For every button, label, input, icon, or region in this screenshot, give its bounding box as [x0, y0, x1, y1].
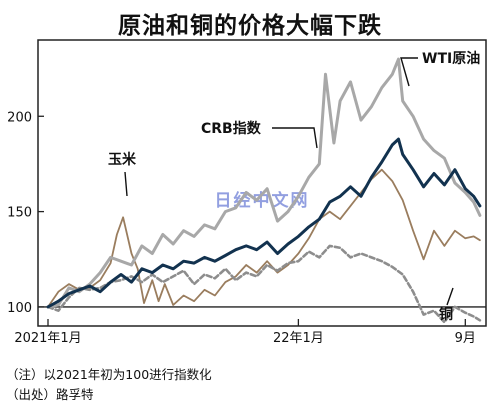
x-axis: 2021年1月 22年1月 9月 — [14, 319, 476, 346]
wti-crude-line — [46, 57, 482, 309]
x-tick-label: 2021年1月 — [14, 331, 81, 346]
wti-leader-line — [400, 57, 418, 87]
x-tick-label: 22年1月 — [273, 331, 324, 346]
copper-leader-line — [446, 287, 454, 306]
y-tick-label: 100 — [7, 301, 32, 316]
note-indexing: （注）以2021年初为100进行指数化 — [6, 367, 212, 382]
crb-label: CRB指数 — [201, 120, 262, 137]
plot-frame — [37, 39, 487, 327]
crb-leader-line — [272, 127, 318, 149]
crb-index-line — [46, 137, 482, 309]
note-source: （出处）路孚特 — [6, 387, 94, 402]
x-tick-label: 9月 — [455, 331, 476, 346]
corn-label: 玉米 — [108, 151, 137, 168]
y-axis: 100 150 200 — [7, 110, 44, 316]
y-tick-label: 150 — [7, 206, 32, 221]
series-layer — [46, 57, 482, 324]
chart-title: 原油和铜的价格大幅下跌 — [118, 13, 382, 39]
corn-leader-line — [124, 171, 128, 197]
y-tick-label: 200 — [7, 110, 32, 125]
annotation-layer: WTI原油 CRB指数 玉米 铜 — [108, 50, 480, 323]
corn-line — [47, 168, 481, 308]
wti-label: WTI原油 — [422, 50, 480, 67]
copper-label: 铜 — [439, 306, 453, 323]
copper-line — [46, 244, 482, 324]
